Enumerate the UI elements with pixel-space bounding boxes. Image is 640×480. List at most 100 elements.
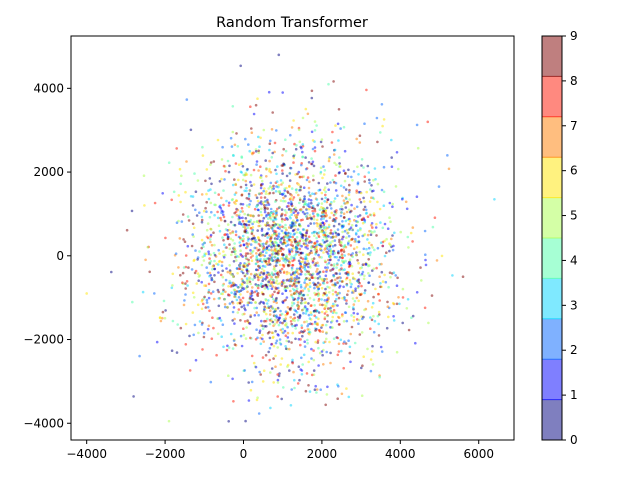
- data-point: [347, 234, 351, 238]
- data-point: [266, 245, 269, 249]
- data-point: [374, 226, 378, 229]
- data-point: [330, 279, 334, 282]
- data-point: [290, 187, 294, 190]
- data-point: [352, 303, 356, 306]
- data-point: [258, 302, 262, 305]
- data-point: [252, 234, 255, 238]
- data-point: [382, 118, 386, 121]
- data-point: [291, 331, 295, 335]
- colorbar-tick-label: 8: [570, 74, 578, 88]
- data-point: [243, 225, 246, 229]
- data-point: [336, 353, 340, 357]
- data-point: [316, 224, 319, 228]
- data-point: [304, 389, 308, 393]
- data-point: [307, 253, 311, 257]
- data-point: [257, 192, 261, 195]
- data-point: [306, 338, 309, 342]
- data-point: [248, 296, 252, 300]
- data-point: [263, 187, 266, 190]
- data-point: [287, 204, 290, 208]
- data-point: [231, 105, 235, 108]
- data-point: [303, 261, 307, 264]
- data-point: [370, 196, 373, 199]
- x-tick-label: 2000: [307, 447, 338, 461]
- data-point: [217, 271, 220, 274]
- data-point: [375, 116, 379, 120]
- data-point: [264, 353, 268, 357]
- data-point: [293, 142, 296, 146]
- data-point: [231, 310, 235, 314]
- data-point: [213, 267, 216, 271]
- data-point: [232, 154, 235, 157]
- data-point: [365, 88, 368, 92]
- data-point: [207, 288, 211, 292]
- data-point: [392, 271, 396, 275]
- data-point: [253, 207, 257, 211]
- data-point: [253, 236, 256, 240]
- data-point: [142, 174, 146, 177]
- data-point: [318, 277, 322, 280]
- data-point: [164, 236, 167, 240]
- data-point: [312, 298, 316, 302]
- data-point: [337, 296, 341, 300]
- data-point: [347, 231, 350, 235]
- data-point: [198, 320, 202, 323]
- data-point: [285, 339, 289, 343]
- data-point: [314, 241, 317, 245]
- data-point: [356, 215, 360, 218]
- data-point: [259, 252, 263, 255]
- data-point: [392, 315, 395, 318]
- data-point: [323, 186, 327, 189]
- data-point: [210, 210, 213, 214]
- data-point: [200, 323, 204, 326]
- data-point: [380, 188, 384, 192]
- data-point: [216, 210, 219, 214]
- data-point: [294, 188, 298, 192]
- data-point: [268, 322, 272, 326]
- data-point: [331, 130, 334, 134]
- data-point: [267, 90, 271, 94]
- data-point: [375, 222, 378, 226]
- data-point: [366, 164, 370, 168]
- data-point: [293, 378, 296, 382]
- data-point: [259, 373, 263, 376]
- data-point: [231, 130, 235, 134]
- data-point: [304, 255, 307, 259]
- data-point: [277, 235, 281, 238]
- data-point: [241, 210, 244, 213]
- data-point: [324, 323, 328, 327]
- data-point: [272, 191, 275, 195]
- data-point: [188, 369, 192, 372]
- data-point: [300, 244, 303, 248]
- data-point: [303, 197, 306, 201]
- data-point: [243, 212, 246, 216]
- data-point: [233, 246, 236, 249]
- data-point: [351, 297, 355, 300]
- data-point: [261, 380, 265, 383]
- data-point: [276, 165, 279, 168]
- data-point: [242, 327, 245, 331]
- data-point: [232, 339, 236, 342]
- data-point: [299, 283, 303, 287]
- data-point: [271, 278, 275, 282]
- data-point: [238, 290, 241, 294]
- data-point: [236, 311, 240, 314]
- data-point: [280, 183, 283, 186]
- data-point: [305, 203, 309, 206]
- data-point: [239, 216, 242, 220]
- data-point: [261, 264, 265, 268]
- data-point: [320, 138, 324, 141]
- data-point: [278, 263, 282, 267]
- data-point: [232, 400, 235, 403]
- data-point: [329, 308, 332, 312]
- data-point: [372, 189, 375, 193]
- data-point: [246, 231, 249, 234]
- data-point: [337, 171, 341, 175]
- data-point: [254, 193, 258, 197]
- data-point: [335, 272, 339, 275]
- data-point: [343, 268, 346, 271]
- x-tick-label: 0: [240, 447, 248, 461]
- data-point: [279, 363, 283, 366]
- data-point: [342, 250, 346, 253]
